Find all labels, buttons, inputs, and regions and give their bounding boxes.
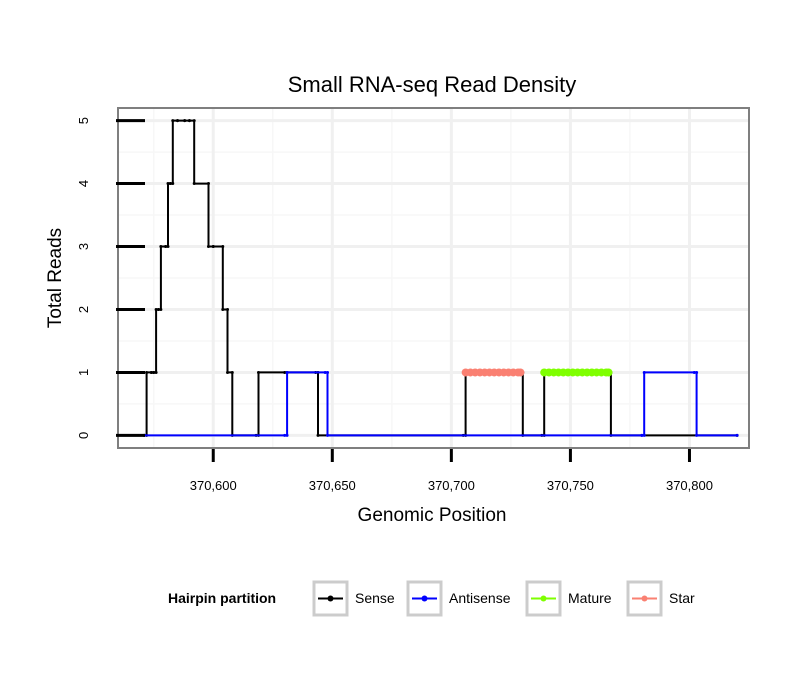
x-tick-label: 370,600 <box>190 478 237 493</box>
legend-item-antisense: Antisense <box>406 580 511 617</box>
legend-key-point <box>641 595 648 602</box>
legend-label: Mature <box>568 590 612 606</box>
data-point <box>323 370 327 374</box>
legend-key-point <box>540 595 547 602</box>
data-point <box>695 370 699 374</box>
data-point <box>159 307 163 311</box>
series-mature <box>540 368 613 377</box>
data-point <box>166 182 170 186</box>
data-point <box>187 119 191 123</box>
series-antisense <box>142 370 739 437</box>
data-point <box>230 370 234 374</box>
legend-item-star: Star <box>626 580 695 617</box>
legend-label: Sense <box>355 590 395 606</box>
y-tick-label: 5 <box>76 117 91 124</box>
data-point <box>326 433 330 437</box>
data-point <box>326 370 330 374</box>
data-point <box>604 368 613 377</box>
data-point <box>221 307 225 311</box>
data-point <box>156 307 160 311</box>
panel-border <box>117 107 750 449</box>
data-point <box>171 182 175 186</box>
x-tick-label: 370,800 <box>666 478 713 493</box>
data-point <box>192 119 196 123</box>
data-point <box>154 307 158 311</box>
data-point <box>221 245 225 249</box>
data-point <box>285 433 289 437</box>
data-point <box>206 245 210 249</box>
legend-item-mature: Mature <box>525 580 612 617</box>
data-point <box>171 119 175 123</box>
legend-label: Antisense <box>449 590 511 606</box>
data-point <box>640 433 644 437</box>
y-tick-label: 2 <box>76 306 91 313</box>
legend-item-sense: Sense <box>312 580 395 617</box>
data-point <box>642 370 646 374</box>
y-tick-label: 1 <box>76 369 91 376</box>
data-point <box>166 245 170 249</box>
y-tick-label: 0 <box>76 432 91 439</box>
x-axis: 370,600 370,650 370,700 370,750 370,800 <box>190 449 713 493</box>
legend-title: Hairpin partition <box>168 590 276 606</box>
data-point <box>168 182 172 186</box>
data-point <box>256 370 260 374</box>
data-point <box>149 370 153 374</box>
data-point <box>316 433 320 437</box>
data-point <box>226 307 230 311</box>
data-point <box>164 245 168 249</box>
legend-key-point <box>421 595 428 602</box>
data-point <box>735 433 739 437</box>
legend-label: Star <box>669 590 695 606</box>
y-tick-label: 3 <box>76 243 91 250</box>
y-tick-label: 4 <box>76 180 91 187</box>
y-axis: 0 1 2 3 4 5 <box>76 117 145 439</box>
data-point <box>183 119 187 123</box>
data-point <box>516 368 525 377</box>
legend-items: Sense Antisense Mature Star <box>312 580 695 617</box>
data-point <box>642 433 646 437</box>
series-star <box>461 368 525 377</box>
x-tick-label: 370,750 <box>547 478 594 493</box>
chart-title: Small RNA-seq Read Density <box>288 72 577 97</box>
data-point <box>285 370 289 374</box>
plot-panel <box>117 107 750 449</box>
data-point <box>226 370 230 374</box>
data-point <box>206 182 210 186</box>
data-point <box>692 370 696 374</box>
data-point <box>283 433 287 437</box>
legend-key-point <box>327 595 334 602</box>
data-point <box>152 370 156 374</box>
x-tick-label: 370,650 <box>309 478 356 493</box>
x-axis-label: Genomic Position <box>358 505 507 526</box>
y-axis-label: Total Reads <box>45 228 66 328</box>
series-layer <box>142 119 739 437</box>
data-point <box>211 245 215 249</box>
data-point <box>145 370 149 374</box>
x-tick-label: 370,700 <box>428 478 475 493</box>
data-point <box>159 245 163 249</box>
data-point <box>176 119 180 123</box>
data-point <box>154 370 158 374</box>
data-point <box>283 370 287 374</box>
data-point <box>192 182 196 186</box>
legend: Hairpin partition Sense Antisense Mature St… <box>168 580 695 617</box>
data-point <box>695 433 699 437</box>
